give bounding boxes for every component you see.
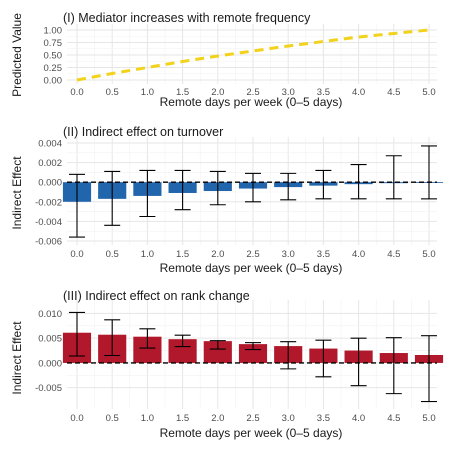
y-tick-label: 0.000 (38, 178, 62, 189)
x-tick-label: 0.5 (106, 249, 119, 260)
x-tick-label: 4.5 (387, 249, 400, 260)
error-bar (280, 172, 297, 201)
error-bar (209, 340, 226, 350)
error-bar (139, 169, 156, 218)
x-tick-label: 3.5 (317, 87, 330, 98)
error-bar (69, 311, 85, 357)
panel-mediator: (I) Mediator increases with remote frequ… (10, 11, 437, 109)
x-tick-label: 4.0 (352, 87, 365, 98)
x-tick-label: 1.0 (141, 249, 154, 260)
x-tick-label: 0.0 (70, 413, 83, 424)
error-bar (385, 155, 402, 200)
x-tick-label: 0.5 (106, 87, 119, 98)
y-tick-label: 0.50 (44, 51, 63, 62)
error-bar (421, 145, 437, 200)
error-bar (315, 339, 332, 378)
x-tick-label: 3.0 (282, 413, 295, 424)
error-bar (174, 169, 191, 211)
x-tick-label: 4.5 (387, 87, 400, 98)
x-tick-label: 1.0 (141, 413, 154, 424)
x-tick-label: 4.0 (352, 249, 365, 260)
bar (238, 344, 268, 363)
x-tick-label: 0.5 (106, 413, 119, 424)
y-tick-label: 1.00 (44, 26, 63, 37)
x-tick-label: 0.0 (70, 87, 83, 98)
panel-3-x-axis-title: Remote days per week (0–5 days) (160, 426, 343, 440)
error-bar (245, 172, 261, 203)
error-bar (280, 341, 297, 370)
x-tick-label: 1.0 (141, 87, 154, 98)
y-tick-label: 0.004 (38, 139, 62, 150)
panel-3-y-axis-title: Indirect Effect (10, 321, 24, 395)
panel-1-x-axis-title: Remote days per week (0–5 days) (160, 95, 343, 109)
x-tick-label: 0.0 (70, 249, 83, 260)
y-tick-label: 0.010 (38, 309, 62, 320)
x-tick-label: 2.5 (246, 249, 259, 260)
panel-2-x-axis-title: Remote days per week (0–5 days) (160, 261, 343, 275)
error-bar (209, 170, 226, 206)
x-tick-label: 4.5 (387, 413, 400, 424)
error-bar (421, 335, 437, 403)
x-tick-label: 5.0 (422, 87, 435, 98)
panel-1-title: (I) Mediator increases with remote frequ… (63, 11, 311, 25)
x-tick-label: 1.5 (176, 413, 189, 424)
x-tick-label: 1.5 (176, 249, 189, 260)
error-bar (245, 342, 261, 351)
panel-2-title: (II) Indirect effect on turnover (63, 125, 223, 139)
y-tick-label: 0.75 (44, 38, 63, 49)
error-bar (315, 169, 332, 200)
error-bar (174, 334, 191, 348)
error-bar (350, 337, 367, 387)
panel-rank-change: (III) Indirect effect on rank change 0.0… (10, 289, 444, 440)
x-tick-label: 2.0 (211, 413, 224, 424)
x-tick-label: 5.0 (422, 413, 435, 424)
x-tick-label: 3.5 (317, 249, 330, 260)
y-tick-label: 0.005 (38, 334, 62, 345)
x-tick-label: 2.0 (211, 249, 224, 260)
x-tick-label: 1.5 (176, 87, 189, 98)
panel-1-y-axis-title: Predicted Value (10, 13, 24, 97)
error-bar (139, 328, 156, 349)
x-tick-label: 5.0 (422, 249, 435, 260)
error-bar (350, 164, 367, 200)
x-tick-label: 2.5 (246, 413, 259, 424)
y-tick-label: 0.00 (44, 76, 63, 87)
x-tick-label: 2.0 (211, 87, 224, 98)
bar (203, 341, 232, 363)
x-tick-label: 3.0 (282, 87, 295, 98)
panel-3-title: (III) Indirect effect on rank change (63, 289, 250, 303)
x-tick-label: 2.5 (246, 87, 259, 98)
y-tick-label: -0.005 (35, 383, 62, 394)
y-tick-label: -0.002 (35, 197, 62, 208)
error-bar (104, 319, 121, 357)
bar (168, 339, 197, 363)
error-bar (104, 170, 121, 226)
x-tick-label: 3.0 (282, 249, 295, 260)
x-tick-label: 4.0 (352, 413, 365, 424)
y-tick-label: 0.002 (38, 158, 62, 169)
panel-2-y-axis-title: Indirect Effect (10, 156, 24, 230)
y-tick-label: -0.004 (35, 217, 62, 228)
error-bar (385, 337, 402, 395)
x-tick-label: 3.5 (317, 413, 330, 424)
y-tick-label: 0.25 (44, 63, 63, 74)
error-bar (69, 173, 85, 238)
y-tick-label: -0.006 (35, 237, 62, 248)
panel-turnover: (II) Indirect effect on turnover 0.004 0.… (10, 125, 444, 275)
y-tick-label: 0.000 (38, 358, 62, 369)
